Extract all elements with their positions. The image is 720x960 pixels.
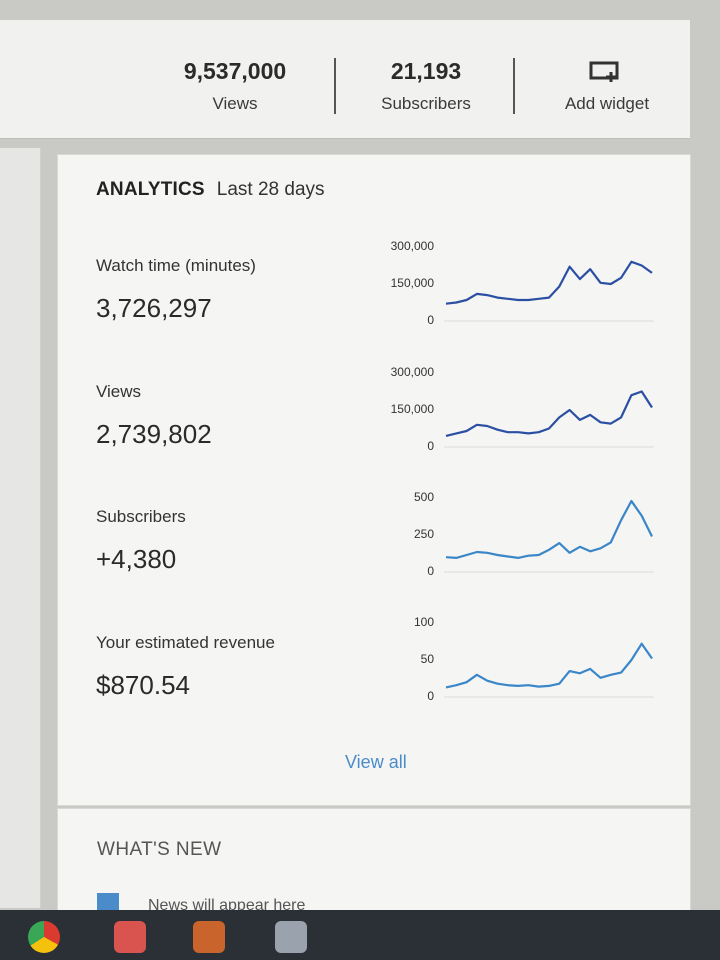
stats-divider <box>513 58 515 114</box>
metric-value: 2,739,802 <box>96 419 212 449</box>
sparkline-watch-time: 300,000 150,000 0 <box>380 239 660 339</box>
tick-label: 0 <box>427 689 434 703</box>
tick-label: 250 <box>413 527 434 541</box>
metric-value: $870.54 <box>96 670 190 700</box>
tick-label: 150,000 <box>390 402 434 416</box>
metric-revenue[interactable]: Your estimated revenue $870.54 <box>96 633 275 701</box>
metric-subscribers[interactable]: Subscribers +4,380 <box>96 507 186 575</box>
sparkline-svg <box>444 390 654 448</box>
subscribers-label: Subscribers <box>381 94 471 113</box>
tick-label: 0 <box>427 564 434 578</box>
tick-label: 300,000 <box>390 365 434 379</box>
sparkline-path <box>445 642 653 689</box>
subscribers-stat: 21,193 Subscribers <box>366 20 486 138</box>
metric-label: Views <box>96 382 142 401</box>
tick-label: 100 <box>413 615 434 629</box>
metric-label: Watch time (minutes) <box>96 256 256 275</box>
add-widget-icon <box>589 60 623 89</box>
metric-views[interactable]: Views 2,739,802 <box>96 382 212 450</box>
chrome-icon[interactable] <box>28 921 60 953</box>
app-icon[interactable] <box>193 921 225 953</box>
analytics-range: Last 28 days <box>216 179 325 200</box>
taskbar <box>0 910 720 960</box>
metric-value: 3,726,297 <box>96 293 212 323</box>
sparkline-svg <box>444 499 654 573</box>
add-widget-label: Add widget <box>564 94 650 113</box>
tick-label: 50 <box>420 652 434 666</box>
sparkline-path <box>445 390 653 437</box>
analytics-header: ANALYTICS Last 28 days <box>96 179 325 201</box>
metric-watch-time[interactable]: Watch time (minutes) 3,726,297 <box>96 256 256 324</box>
tick-label: 150,000 <box>390 276 434 290</box>
sparkline-path <box>445 499 653 560</box>
view-all-link[interactable]: View all <box>345 752 407 772</box>
news-icon <box>97 893 119 915</box>
sparkline-svg <box>444 642 654 698</box>
reader-app-icon[interactable] <box>114 921 146 953</box>
whats-new-card: WHAT'S NEW News will appear here <box>57 808 691 920</box>
left-panel <box>0 148 41 908</box>
views-stat: 9,537,000 Views <box>170 20 300 138</box>
media-app-icon[interactable] <box>275 921 307 953</box>
metric-value: +4,380 <box>96 544 177 574</box>
tick-label: 500 <box>413 490 434 504</box>
subscribers-count: 21,193 <box>390 58 462 84</box>
tick-label: 300,000 <box>390 239 434 253</box>
metric-label: Your estimated revenue <box>96 633 275 652</box>
metric-label: Subscribers <box>96 507 186 526</box>
views-label: Views <box>212 94 258 113</box>
whats-new-title: WHAT'S NEW <box>97 839 222 860</box>
sparkline-path <box>445 260 653 305</box>
sparkline-revenue: 100 50 0 <box>380 615 660 715</box>
channel-stats-bar: 9,537,000 Views 21,193 Subscribers Add w… <box>0 20 690 139</box>
tick-label: 0 <box>427 313 434 327</box>
sparkline-svg <box>444 260 654 322</box>
stats-divider <box>334 58 336 114</box>
news-item-text[interactable]: News will appear here <box>148 897 306 914</box>
analytics-title: ANALYTICS <box>96 179 205 200</box>
tick-label: 0 <box>427 439 434 453</box>
analytics-card: ANALYTICS Last 28 days Watch time (minute… <box>57 154 691 806</box>
sparkline-views: 300,000 150,000 0 <box>380 365 660 465</box>
add-widget-button[interactable]: Add widget <box>552 20 662 138</box>
sparkline-subscribers: 500 250 0 <box>380 490 660 590</box>
views-count: 9,537,000 <box>183 58 287 84</box>
